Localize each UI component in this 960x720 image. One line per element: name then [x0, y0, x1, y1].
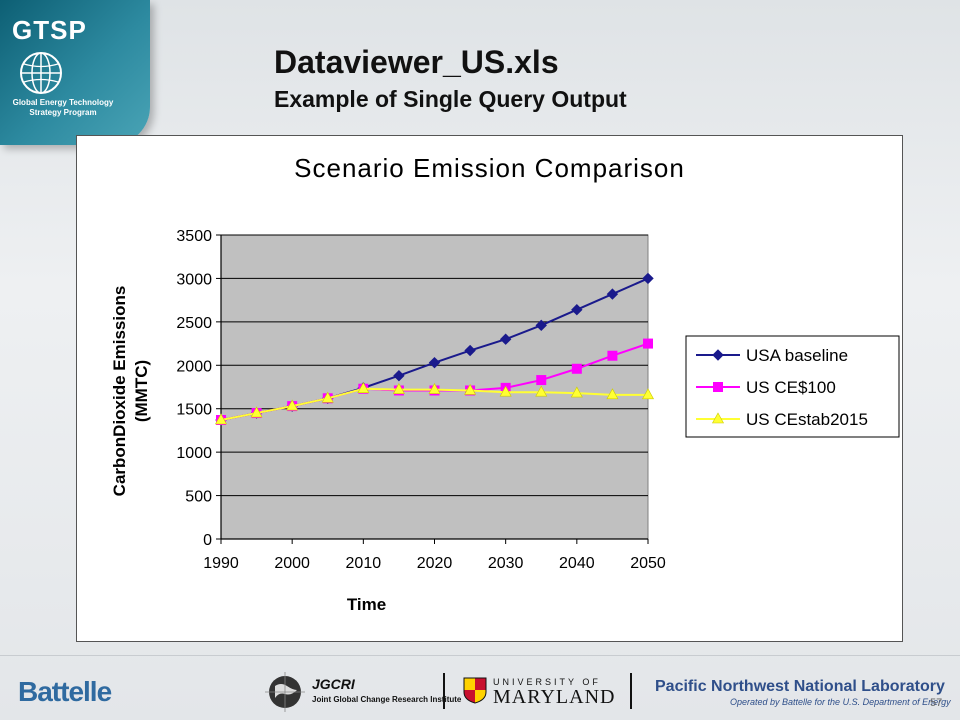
legend-label: US CEstab2015 [746, 410, 868, 429]
y-tick-label: 1500 [176, 402, 212, 419]
chart-frame: Scenario Emission Comparison 0 500 1000 150… [76, 135, 903, 642]
chart-title: Scenario Emission Comparison [294, 153, 685, 183]
y-tick-label: 1000 [176, 445, 212, 462]
legend-label: US CE$100 [746, 378, 836, 397]
slide-subtitle: Example of Single Query Output [274, 86, 627, 112]
data-point [570, 386, 583, 398]
line-chart: 0 500 1000 1500 2000 2500 3000 3500 1990 2000 2010… [110, 228, 900, 614]
footer-separator [443, 673, 445, 709]
y-tick-label: 500 [185, 489, 212, 506]
gtsp-logo-text: GTSP [12, 15, 87, 45]
data-point [641, 388, 655, 400]
y-tick-label: 2000 [176, 358, 212, 375]
data-point [607, 350, 618, 361]
data-point [464, 344, 476, 357]
x-tick-label: 1990 [203, 555, 239, 572]
legend-marker [712, 349, 724, 361]
gtsp-logo-subtitle: Global Energy Technology Strategy Progra… [12, 98, 114, 117]
data-point [214, 413, 228, 425]
jgcri-globe-icon [265, 672, 305, 712]
y-tick-label: 3000 [176, 271, 212, 288]
legend-label: USA baseline [746, 346, 848, 365]
y-tick-label: 3500 [176, 228, 212, 245]
y-axis-label: CarbonDioxide Emissions [110, 286, 129, 497]
data-point [321, 391, 334, 403]
data-point [286, 399, 299, 411]
jgcri-subtitle: Joint Global Change Research Institute [312, 695, 462, 704]
data-point [428, 382, 441, 394]
data-point [535, 319, 547, 332]
legend-marker [713, 382, 723, 392]
data-point [571, 363, 582, 374]
jgcri-title: JGCRI [312, 676, 355, 692]
pnnl-subtitle: Operated by Battelle for the U.S. Depart… [730, 697, 951, 707]
data-point [606, 288, 619, 300]
data-point [250, 406, 263, 418]
y-tick-label: 2500 [176, 315, 212, 332]
x-tick-label: 2040 [559, 555, 595, 572]
footer-divider [0, 655, 960, 656]
slide-title: Dataviewer_US.xls [274, 44, 559, 80]
data-point [393, 370, 405, 382]
data-point [571, 303, 583, 316]
umd-seal-icon [463, 677, 487, 704]
data-point [642, 272, 654, 285]
x-tick-label: 2050 [630, 555, 666, 572]
umd-maryland: MARYLAND [493, 686, 616, 708]
page-number: 57 [930, 697, 943, 709]
data-point [643, 338, 653, 349]
data-point [428, 356, 441, 369]
data-point [464, 383, 477, 395]
data-point [357, 382, 370, 394]
y-tick-label: 0 [203, 532, 212, 549]
legend-marker [711, 412, 725, 424]
data-point [536, 375, 547, 386]
footer-separator [630, 673, 632, 709]
umd-university-of: UNIVERSITY OF [493, 677, 601, 687]
data-point [606, 388, 619, 400]
x-tick-label: 2000 [274, 555, 310, 572]
data-point [499, 385, 512, 397]
x-tick-label: 2020 [417, 555, 453, 572]
data-point [499, 333, 512, 345]
x-axis-label: Time [347, 595, 386, 614]
data-point [535, 385, 548, 397]
gtsp-logo-panel: GTSP Global Energy Technology Strategy P… [0, 0, 150, 145]
pnnl-title: Pacific Northwest National Laboratory [655, 678, 945, 695]
globe-icon [20, 52, 62, 94]
battelle-logo: Battelle [18, 676, 112, 707]
y-axis-label: (MMTC) [132, 360, 151, 422]
x-tick-label: 2010 [346, 555, 382, 572]
data-point [392, 382, 405, 394]
x-tick-label: 2030 [488, 555, 524, 572]
